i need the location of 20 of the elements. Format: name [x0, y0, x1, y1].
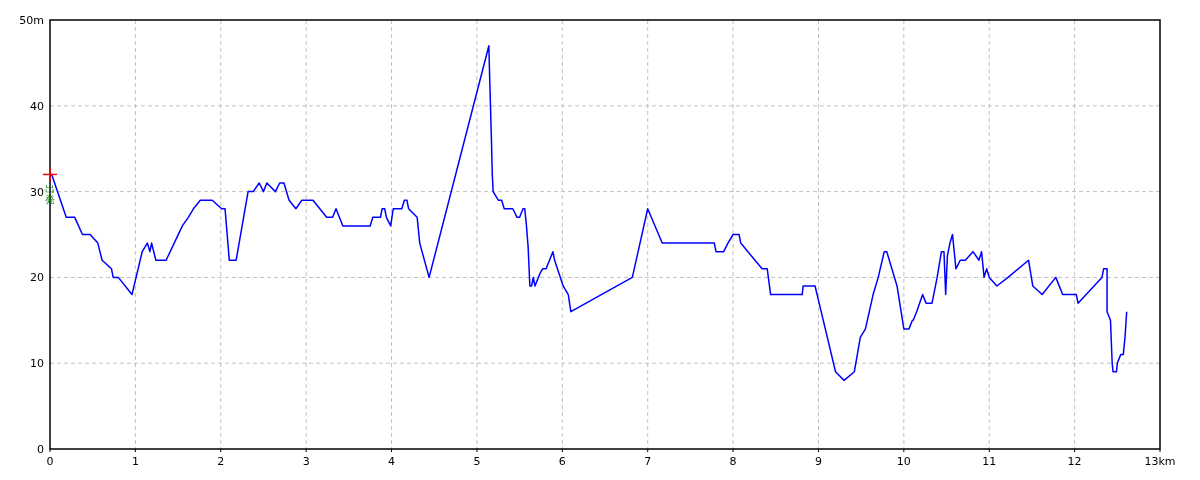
x-tick-label: 12: [1067, 455, 1082, 468]
x-tick-label: 7: [644, 455, 652, 468]
x-tick-label: 13km: [1144, 455, 1176, 468]
y-tick-label: 20: [30, 271, 44, 285]
x-tick-label: 11: [982, 455, 997, 468]
x-tick-label: 10: [896, 455, 911, 468]
y-tick-label: 40: [30, 99, 44, 113]
x-tick-label: 3: [302, 455, 310, 468]
y-tick-label: 50m: [19, 14, 44, 27]
x-tick-label: 1: [131, 455, 139, 468]
x-tick-label: 4: [388, 455, 396, 468]
y-tick-label: 30: [30, 185, 44, 199]
x-tick-label: 0: [46, 455, 54, 468]
x-tick-label: 6: [558, 455, 566, 468]
x-tick-label: 8: [729, 455, 737, 468]
y-tick-label: 0: [37, 443, 44, 456]
x-tick-label: 5: [473, 455, 481, 468]
x-tick-label: 2: [217, 455, 225, 468]
y-tick-label: 10: [30, 357, 44, 371]
x-tick-label: 9: [814, 455, 822, 468]
